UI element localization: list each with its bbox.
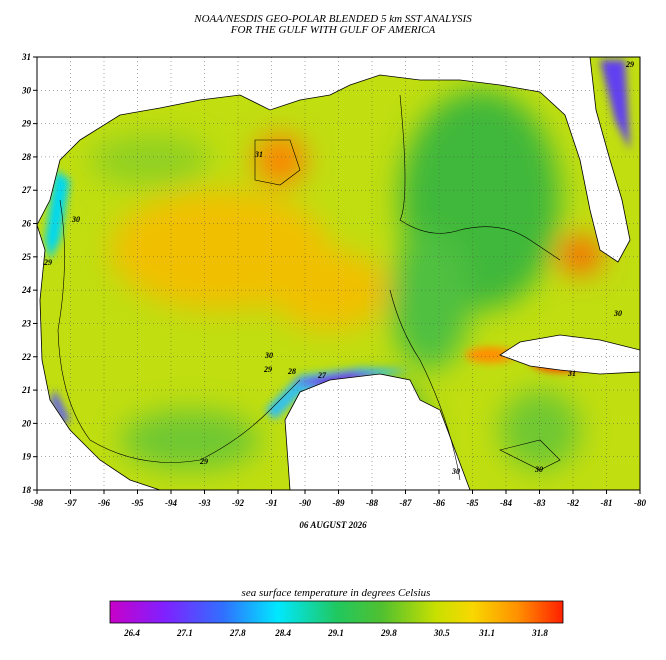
x-tick-label: -85: [467, 498, 479, 508]
contour-label: 30: [264, 351, 273, 360]
date: 06 AUGUST 2026: [299, 520, 367, 530]
contour-label: 27: [317, 371, 327, 380]
y-tick-label: 19: [22, 452, 32, 462]
title-line: NOAA/NESDIS GEO-POLAR BLENDED 5 km SST A…: [193, 13, 472, 25]
colorbar-tick-label: 29.8: [380, 628, 397, 638]
y-tick-label: 20: [21, 418, 32, 428]
x-tick-label: -93: [199, 498, 211, 508]
colorbar-tick-label: 30.5: [433, 628, 450, 638]
y-tick-label: 26: [21, 219, 32, 229]
contour-label: 28: [287, 367, 296, 376]
colorbar: [109, 600, 564, 624]
x-tick-label: -88: [366, 498, 378, 508]
colorbar-tick-label: 28.4: [274, 628, 291, 638]
y-tick-label: 25: [21, 252, 32, 262]
y-tick-label: 27: [21, 185, 32, 195]
contour-label: 30: [451, 467, 460, 476]
land: [37, 57, 640, 490]
y-tick-label: 29: [21, 119, 32, 129]
x-tick-label: -81: [601, 498, 613, 508]
x-tick-label: -95: [132, 498, 144, 508]
contour-label: 29: [263, 365, 272, 374]
y-tick-label: 18: [22, 485, 32, 495]
y-tick-label: 22: [21, 352, 32, 362]
y-tick-label: 28: [21, 152, 32, 162]
title-line: FOR THE GULF WITH GULF OF AMERICA: [230, 24, 436, 36]
contour-labels: 31 30 29 30 29 28 27 29 30 30 31 30 29: [43, 60, 634, 476]
x-tick-label: -82: [567, 498, 579, 508]
contour-label: 31: [567, 369, 576, 378]
contour-label: 31: [254, 150, 263, 159]
y-tick-label: 31: [21, 52, 31, 62]
colorbar-tick-label: 27.1: [176, 628, 193, 638]
x-tick-label: -91: [266, 498, 278, 508]
x-tick-label: -98: [31, 498, 43, 508]
x-tick-label: -94: [165, 498, 177, 508]
contour-label: 29: [43, 258, 52, 267]
x-tick-label: -90: [299, 498, 311, 508]
colorbar-tick-label: 27.8: [229, 628, 246, 638]
contours: [57, 94, 561, 481]
x-tick-label: -84: [500, 498, 512, 508]
x-tick-label: -97: [65, 498, 77, 508]
contour-label: 30: [534, 465, 543, 474]
contour-label: 29: [625, 60, 634, 69]
x-tick-label: -83: [534, 498, 546, 508]
colorbar-tick-label: 31.1: [478, 628, 495, 638]
x-tick-label: -86: [433, 498, 445, 508]
contour-label: 29: [199, 457, 208, 466]
y-tick-label: 30: [21, 85, 32, 95]
y-tick-label: 23: [21, 318, 32, 328]
x-tick-label: -87: [400, 498, 412, 508]
x-tick-label: -89: [333, 498, 345, 508]
colorbar-tick-label: 26.4: [123, 628, 140, 638]
y-tick-label: 24: [21, 285, 32, 295]
y-tick-label: 21: [21, 385, 31, 395]
contour-label: 30: [71, 215, 80, 224]
colorbar-title: sea surface temperature in degrees Celsi…: [242, 587, 431, 599]
x-tick-label: -80: [634, 498, 646, 508]
colorbar-tick-label: 31.8: [531, 628, 548, 638]
colorbar-tick-label: 29.1: [327, 628, 344, 638]
contour-label: 30: [613, 309, 622, 318]
x-tick-label: -96: [98, 498, 110, 508]
x-tick-label: -92: [232, 498, 244, 508]
